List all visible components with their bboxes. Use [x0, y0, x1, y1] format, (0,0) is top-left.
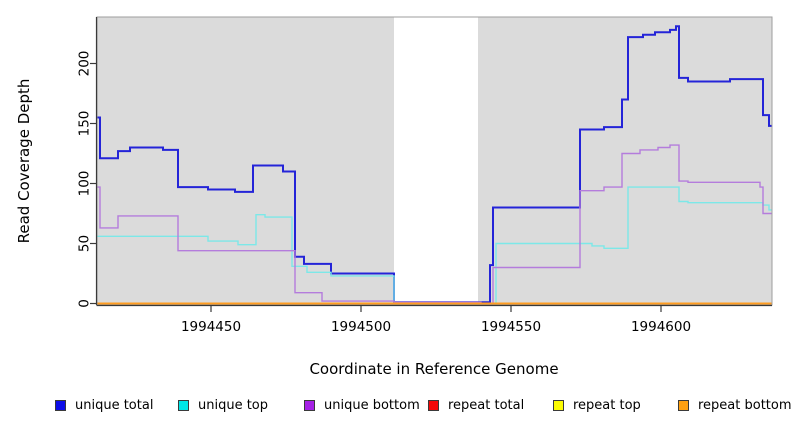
masked-region-band: [394, 17, 478, 305]
x-tick-label: 1994600: [631, 319, 691, 335]
y-tick-label: 50: [77, 235, 93, 252]
y-tick-label: 200: [77, 51, 93, 77]
legend-swatch-unique-total: [55, 399, 66, 411]
legend-label: unique total: [75, 397, 154, 413]
y-axis-title: Read Coverage Depth: [15, 78, 33, 244]
y-tick-label: 100: [77, 171, 93, 197]
series-line-unique-bottom: [97, 144, 772, 305]
legend-item-unique-total: unique total: [55, 397, 154, 413]
x-tick-label: 1994500: [331, 319, 391, 335]
x-axis-title: Coordinate in Reference Genome: [309, 360, 559, 378]
legend-swatch-repeat-bottom: [678, 399, 689, 411]
legend-item-repeat-total: repeat total: [428, 397, 525, 413]
legend-swatch-unique-top: [178, 399, 189, 411]
x-tick-label: 1994550: [481, 319, 541, 335]
legend-label: unique top: [198, 397, 269, 413]
legend-swatch-repeat-top: [553, 399, 564, 411]
legend-swatch-repeat-total: [428, 399, 439, 411]
legend-item-unique-top: unique top: [178, 397, 269, 413]
legend-label: repeat bottom: [698, 397, 792, 413]
legend-label: unique bottom: [324, 397, 420, 413]
legend-item-repeat-bottom: repeat bottom: [678, 397, 792, 413]
y-tick-label: 150: [77, 111, 93, 137]
legend-label: repeat total: [448, 397, 525, 413]
legend-label: repeat top: [573, 397, 641, 413]
series-line-unique-total: [97, 25, 772, 304]
legend-item-unique-bottom: unique bottom: [304, 397, 420, 413]
legend-swatch-unique-bottom: [304, 399, 315, 411]
x-tick-label: 1994450: [181, 319, 241, 335]
legend-item-repeat-top: repeat top: [553, 397, 641, 413]
y-tick-label: 0: [77, 299, 93, 308]
